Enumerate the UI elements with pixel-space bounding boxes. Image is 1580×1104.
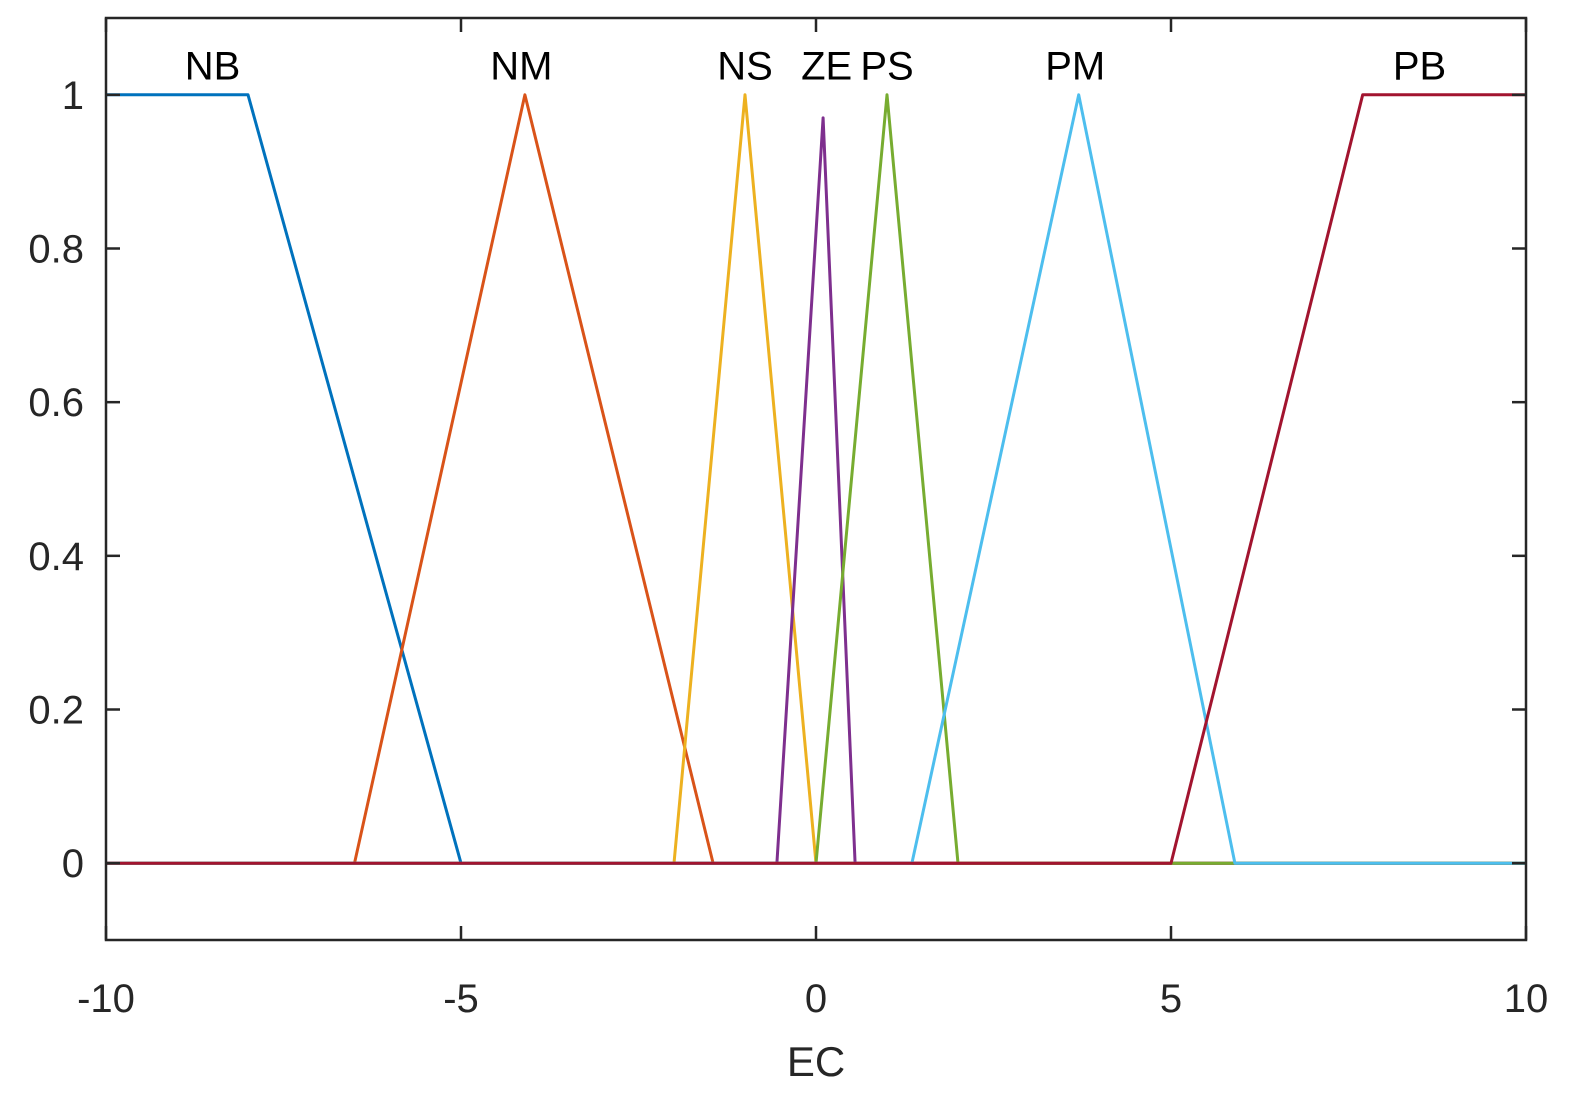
y-tick-label: 0.6 xyxy=(28,381,84,425)
series-label-ns: NS xyxy=(717,45,773,89)
series-label-ps: PS xyxy=(860,45,913,89)
plot-frame xyxy=(104,16,1528,942)
axes: -10 -5 0 5 10 0 0.2 0.4 0.6 0.8 1 xyxy=(28,16,1549,1021)
series-labels: NB NM NS ZE PS PM PB xyxy=(185,45,1446,89)
series-label-nm: NM xyxy=(490,45,552,89)
series-label-ze: ZE xyxy=(801,45,852,89)
series-label-pb: PB xyxy=(1393,45,1446,89)
x-tick-label: -5 xyxy=(443,977,479,1021)
y-tick-label: 0.2 xyxy=(28,689,84,733)
x-tick-label: 0 xyxy=(805,977,827,1021)
x-tick-label: -10 xyxy=(77,977,135,1021)
series-label-nb: NB xyxy=(185,45,241,89)
y-tick-label: 0 xyxy=(62,842,84,886)
x-tick-label: 10 xyxy=(1504,977,1549,1021)
series-line-ze xyxy=(106,116,1526,865)
series-label-pm: PM xyxy=(1045,45,1105,89)
y-tick-label: 0.4 xyxy=(28,535,84,579)
series-line-pb xyxy=(106,93,1526,865)
series-layer xyxy=(106,93,1526,865)
y-tick-label: 0.8 xyxy=(28,228,84,272)
y-tick-label: 1 xyxy=(62,74,84,118)
x-axis-label: EC xyxy=(787,1038,845,1085)
x-tick-label: 5 xyxy=(1160,977,1182,1021)
